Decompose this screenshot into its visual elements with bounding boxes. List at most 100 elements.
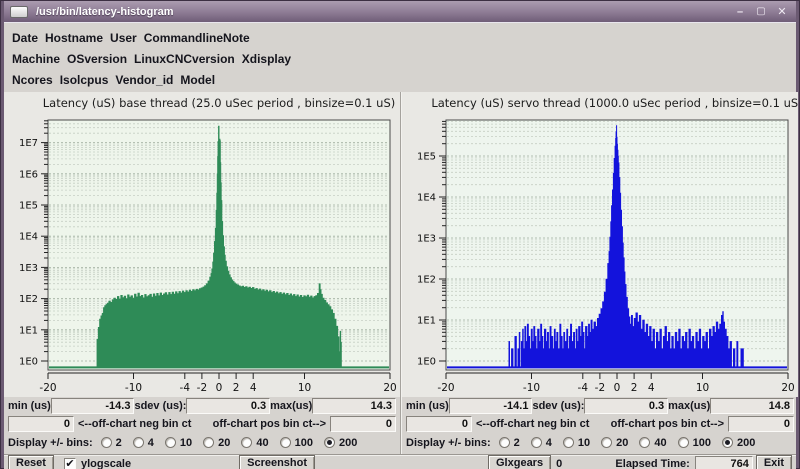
svg-text:-10: -10 [125, 382, 142, 394]
radio-circle-icon[interactable] [203, 437, 215, 448]
svg-text:1E4: 1E4 [19, 232, 38, 243]
info-header: Date Hostname User CommandlineNote Machi… [4, 23, 796, 92]
bin-radio-10[interactable]: 10 [164, 436, 193, 449]
radio-circle-icon[interactable] [324, 437, 336, 448]
bin-radio-100[interactable]: 100 [677, 436, 712, 449]
bin-radio-label: 200 [339, 436, 358, 449]
minimize-icon[interactable]: – [736, 5, 744, 18]
screenshot-button[interactable]: Screenshot [239, 455, 316, 469]
radio-circle-icon[interactable] [562, 437, 574, 448]
close-icon[interactable]: ✕ [777, 5, 787, 18]
svg-text:1E0: 1E0 [417, 357, 436, 368]
bin-radio-100[interactable]: 100 [279, 436, 314, 449]
titlebar[interactable]: /usr/bin/latency-histogram – ▢ ✕ [4, 1, 796, 22]
bins-radio-group: 2 4 10 20 40 100 200 [498, 436, 755, 449]
radio-circle-icon[interactable] [722, 437, 734, 448]
bin-radio-label: 4 [147, 436, 154, 449]
svg-text:-20: -20 [39, 382, 56, 394]
glxgears-button[interactable]: Glxgears [488, 455, 552, 469]
bin-radio-label: 100 [692, 436, 712, 449]
svg-text:1E5: 1E5 [417, 152, 436, 163]
svg-text:1E2: 1E2 [19, 294, 38, 305]
exit-button[interactable]: Exit [755, 455, 792, 469]
svg-text:0: 0 [216, 382, 223, 394]
offchart-pos-label: off-chart pos bin ct--> [610, 418, 724, 430]
radio-circle-icon[interactable] [601, 437, 613, 448]
sdev-value-field[interactable]: 0.3 [584, 398, 669, 414]
sdev-value-field[interactable]: 0.3 [186, 398, 271, 414]
bin-radio-2[interactable]: 2 [498, 437, 520, 449]
min-value-field[interactable]: -14.1 [448, 398, 533, 414]
bin-radio-20[interactable]: 20 [203, 437, 230, 449]
bin-radio-label: 2 [115, 436, 122, 449]
svg-text:4: 4 [648, 382, 655, 394]
label-date: Date [12, 30, 39, 45]
offchart-pos-count-field[interactable]: 0 [330, 416, 396, 432]
svg-text:1E1: 1E1 [417, 316, 436, 327]
offchart-pos-label: off-chart pos bin ct--> [212, 418, 326, 430]
window-icon [10, 5, 28, 18]
elapsed-time-field[interactable]: 764 [694, 455, 753, 469]
bin-radio-label: 100 [294, 436, 314, 449]
svg-text:1E7: 1E7 [19, 138, 38, 149]
offchart-neg-label: <--off-chart neg bin ct [476, 418, 590, 430]
bin-radio-label: 20 [218, 436, 231, 449]
radio-circle-icon[interactable] [132, 437, 144, 448]
svg-text:4: 4 [250, 382, 257, 394]
bin-radio-20[interactable]: 20 [601, 437, 628, 449]
info-row-2: Machine OSversion LinuxCNCversion Xdispl… [12, 48, 788, 69]
max-value-field[interactable]: 14.3 [312, 398, 396, 414]
offchart-pos-count-field[interactable]: 0 [728, 416, 794, 432]
bin-radio-40[interactable]: 40 [241, 436, 269, 449]
bin-radio-label: 4 [545, 436, 552, 449]
label-isolcpus: Isolcpus [59, 72, 109, 87]
maximize-icon[interactable]: ▢ [756, 5, 766, 17]
svg-text:1E0: 1E0 [19, 357, 38, 368]
reset-button[interactable]: Reset [8, 455, 54, 469]
svg-text:1E2: 1E2 [417, 275, 436, 286]
radio-circle-icon[interactable] [677, 437, 689, 448]
bottom-bar: Reset ✔ ylogscale Screenshot Glxgears 0 … [4, 454, 796, 469]
svg-text:-2: -2 [595, 382, 605, 394]
sdev-label: sdev (us): [134, 400, 187, 412]
svg-text:1E3: 1E3 [417, 234, 436, 245]
svg-text:1E4: 1E4 [417, 193, 436, 204]
bin-radio-label: 40 [654, 436, 667, 449]
ylogscale-checkbox[interactable]: ✔ [63, 457, 76, 469]
bin-radio-4[interactable]: 4 [132, 436, 154, 449]
radio-circle-icon[interactable] [498, 437, 510, 448]
label-linuxcnc-version: LinuxCNCversion [134, 51, 235, 66]
display-bins-label: Display +/- bins: [406, 436, 491, 449]
svg-text:10: 10 [298, 382, 311, 394]
svg-text:10: 10 [696, 382, 709, 394]
bin-radio-200[interactable]: 200 [324, 437, 357, 449]
svg-text:0: 0 [614, 382, 621, 394]
bin-radio-label: 40 [256, 436, 269, 449]
svg-text:20: 20 [383, 382, 396, 394]
label-ncores: Ncores [12, 72, 53, 87]
bin-radio-label: 10 [179, 436, 193, 449]
radio-circle-icon[interactable] [279, 437, 291, 448]
svg-text:-4: -4 [578, 382, 589, 394]
offchart-neg-count-field[interactable]: 0 [406, 416, 472, 432]
label-model: Model [180, 72, 216, 87]
radio-circle-icon[interactable] [164, 437, 176, 448]
max-value-field[interactable]: 14.8 [710, 398, 794, 414]
svg-text:20: 20 [781, 382, 794, 394]
elapsed-time-label: Elapsed Time: [615, 457, 690, 469]
label-osversion: OSversion [67, 51, 128, 66]
bin-radio-4[interactable]: 4 [530, 436, 552, 449]
bin-radio-10[interactable]: 10 [562, 437, 590, 449]
radio-circle-icon[interactable] [530, 437, 542, 448]
bin-radio-2[interactable]: 2 [100, 436, 122, 449]
bins-radio-group: 2 4 10 20 40 100 200 [100, 436, 357, 449]
min-value-field[interactable]: -14.3 [50, 398, 135, 414]
radio-circle-icon[interactable] [639, 437, 651, 448]
offchart-neg-count-field[interactable]: 0 [8, 416, 74, 432]
bin-radio-200[interactable]: 200 [722, 437, 755, 449]
radio-circle-icon[interactable] [241, 437, 253, 448]
label-commandline-note: CommandlineNote [143, 30, 250, 45]
base-thread-panel: Latency (uS) base thread (25.0 uSec peri… [4, 92, 401, 454]
radio-circle-icon[interactable] [100, 437, 112, 448]
bin-radio-40[interactable]: 40 [639, 436, 667, 449]
